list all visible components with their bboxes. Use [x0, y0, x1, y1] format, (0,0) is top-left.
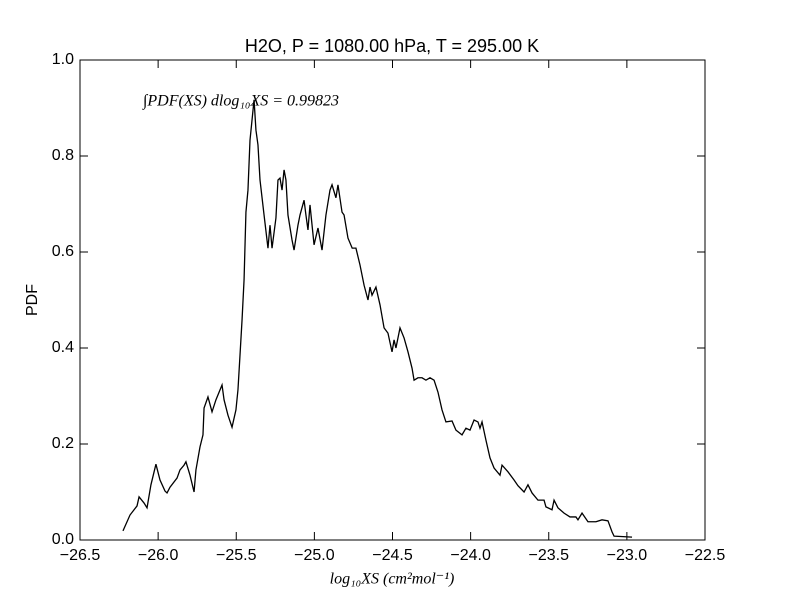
x-tick-label: −26.0 — [138, 547, 179, 564]
x-tick-label: −26.5 — [60, 547, 101, 564]
x-axis-label: log₁₀XS (cm²mol⁻¹) — [330, 571, 455, 588]
y-tick-label: 1.0 — [52, 51, 74, 68]
x-tick-label: −24.5 — [372, 547, 413, 564]
x-tick-label: −23.0 — [607, 547, 648, 564]
x-tick-label: −25.0 — [294, 547, 335, 564]
y-tick-label: 0.4 — [52, 339, 74, 356]
x-tick-label: −22.5 — [685, 547, 726, 564]
y-tick-label: 0.6 — [52, 243, 74, 260]
chart-title: H2O, P = 1080.00 hPa, T = 295.00 K — [245, 36, 539, 56]
x-tick-label: −23.5 — [529, 547, 570, 564]
x-tick-label: −24.0 — [450, 547, 491, 564]
data-line — [122, 99, 633, 538]
y-tick-label: 0.8 — [52, 147, 74, 164]
annotation: ∫PDF(XS) dlog₁₀XS = 0.99823 — [142, 93, 339, 111]
plot-frame — [79, 59, 706, 541]
y-tick-label: 0.2 — [52, 435, 74, 452]
y-axis-label: PDF — [24, 284, 41, 316]
x-tick-label: −25.5 — [216, 547, 257, 564]
y-tick-label: 0.0 — [52, 531, 74, 548]
